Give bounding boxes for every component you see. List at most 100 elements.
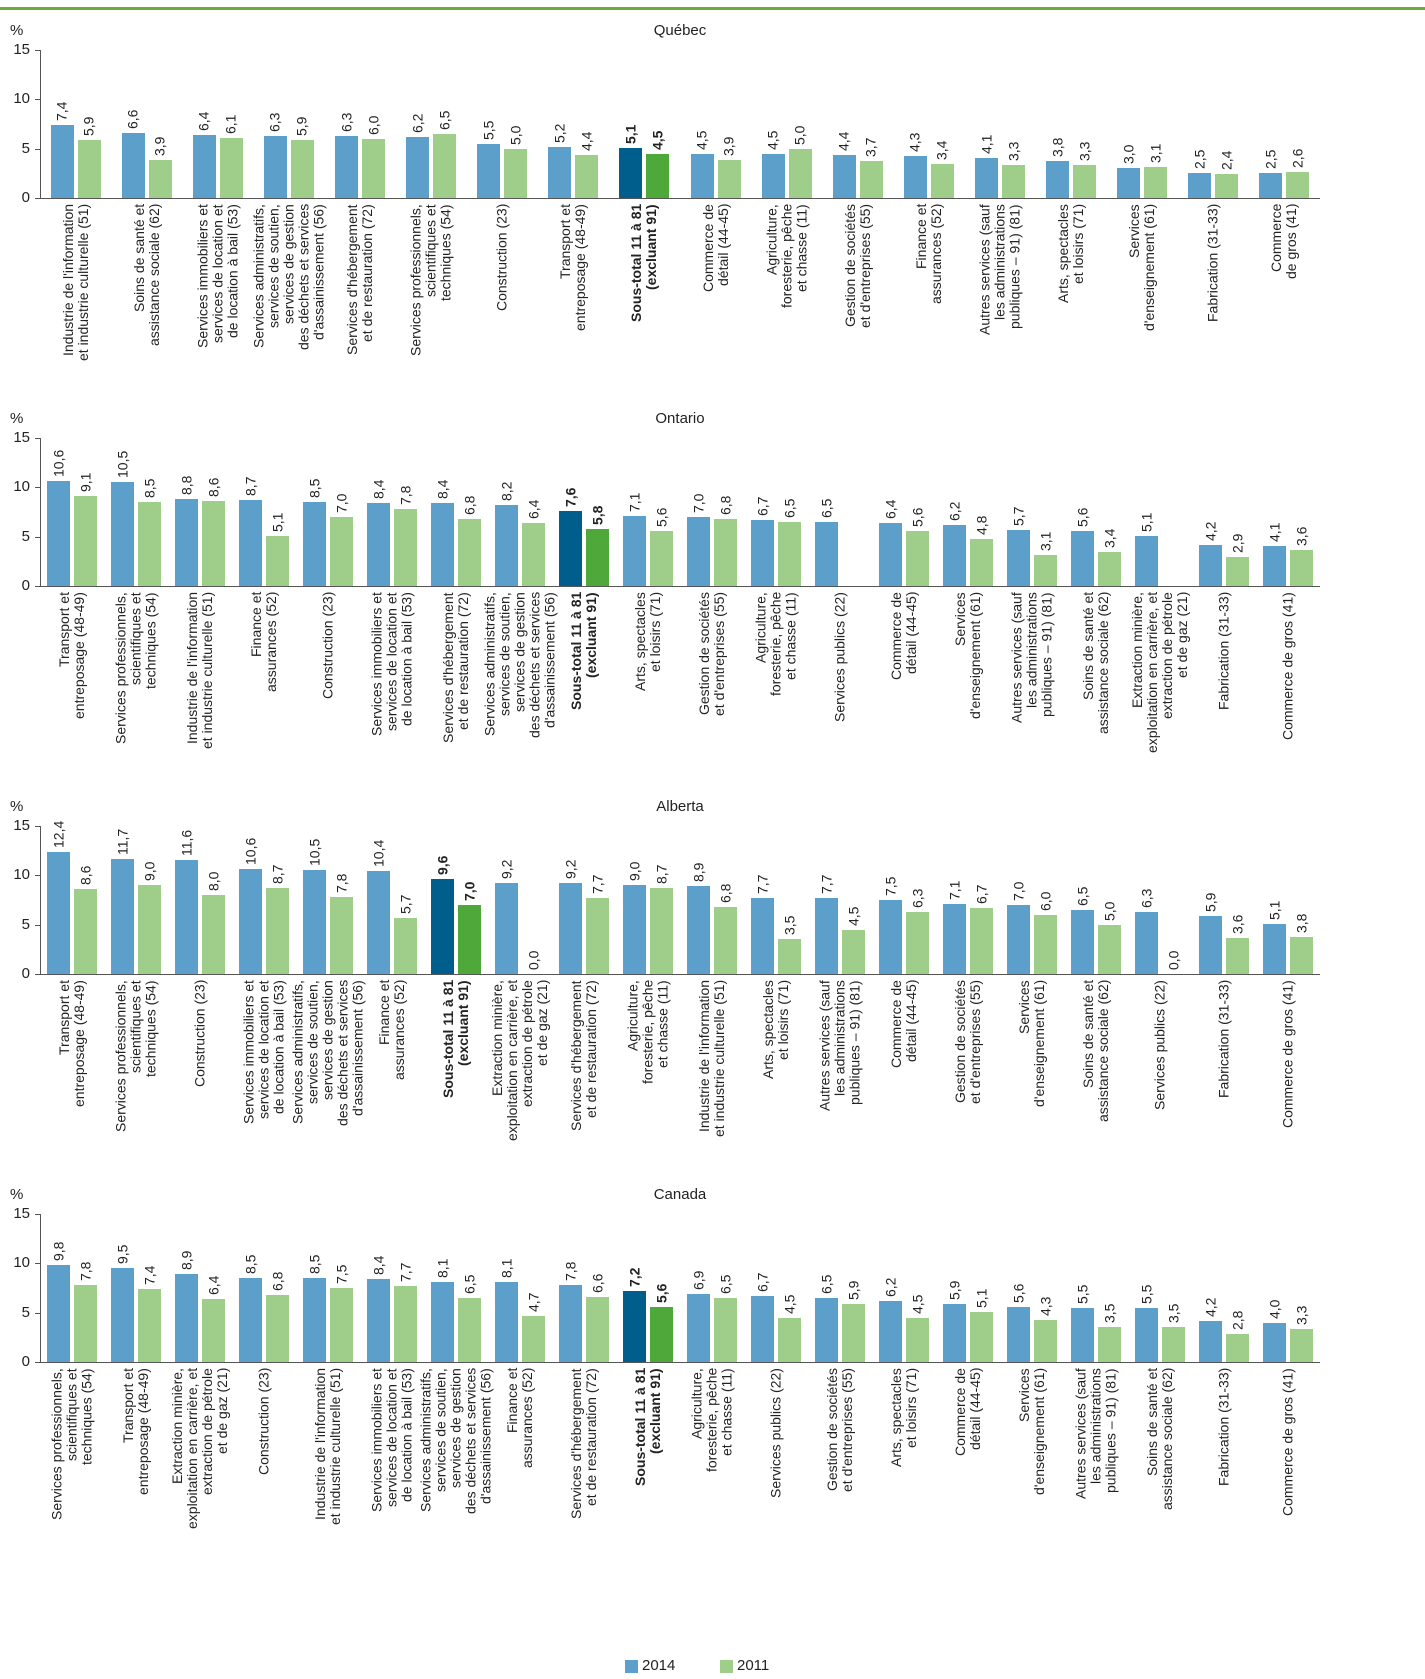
x-tick-label: Extraction minière, exploitation en carr… [1129,592,1190,754]
bar [303,870,326,974]
x-tick-label: Autres services (sauf les administration… [816,980,863,1111]
x-tick-label: Construction (23) [493,204,510,312]
x-tick-label: Autres services (sauf les administration… [1072,1368,1119,1499]
bar [1034,555,1057,586]
value-label: 9,0 [626,861,642,882]
value-label: 4,2 [1202,1297,1218,1317]
value-label: 6,2 [882,1277,898,1297]
value-label: 6,0 [365,115,381,135]
y-tick [35,974,40,975]
y-tick [35,924,40,926]
bar [879,900,902,974]
bar [330,897,353,974]
value-label: 7,4 [141,1265,157,1285]
value-label: 3,6 [1293,527,1309,547]
y-tick-label: 10 [13,90,30,108]
value-label: 9,2 [498,859,514,880]
bar [650,1306,673,1362]
value-label: 6,8 [461,495,477,515]
bar [815,898,838,974]
top-rule [0,7,1425,10]
value-label: 5,9 [845,1280,861,1300]
bar [111,482,134,586]
bar [1199,544,1222,586]
x-axis [40,198,1320,199]
x-tick-label: Commerce de gros (41) [1279,980,1296,1128]
value-label: 2,9 [1229,533,1245,554]
bar [778,521,801,586]
value-label: 5,6 [909,507,925,527]
value-label: 8,2 [498,481,514,502]
bar [879,522,902,586]
y-tick-label: 15 [13,429,30,446]
value-label: 5,8 [589,505,605,525]
value-label: 7,8 [397,485,413,506]
x-tick-label: Gestion de sociétés et d'entreprises (55… [841,204,873,329]
x-tick-label: Services professionnels, scientifiques e… [48,1368,95,1520]
value-label: 4,4 [835,131,852,151]
bar [650,888,673,974]
value-label: 4,7 [525,1292,541,1312]
value-label: 2,4 [1218,150,1235,171]
value-label: 4,1 [1266,522,1282,542]
bar [47,481,70,586]
y-tick [35,826,40,827]
bar [1226,938,1249,974]
bar [1007,1306,1030,1362]
value-label: 3,3 [1076,141,1093,162]
value-label: 6,2 [946,501,962,521]
bar [714,518,737,586]
x-tick-label: Industrie de l'information et industrie … [696,980,727,1138]
value-label: 10,4 [370,840,386,868]
value-label: 3,3 [1005,141,1021,162]
bar [367,871,390,974]
bar [943,524,966,586]
value-label: 3,9 [720,136,737,156]
value-label: 6,7 [973,884,989,904]
value-label: 5,9 [1202,892,1218,912]
value-label: 7,1 [626,492,642,512]
x-tick-label: Services professionnels, scientifiques e… [112,592,159,744]
bar [1071,1307,1094,1362]
value-label: 8,7 [653,864,669,885]
y-tick [35,50,40,51]
bar [751,519,774,586]
value-label: 6,3 [909,888,925,908]
value-label: 2,5 [1262,149,1279,170]
bar [47,1265,70,1362]
bar [1290,550,1313,586]
bar [906,1317,929,1362]
bar [1226,1334,1249,1362]
y-tick-label: 10 [13,866,30,884]
x-tick-label: Industrie de l'information et industrie … [59,204,91,362]
value-label: 6,5 [781,498,797,518]
bar [1263,923,1286,974]
legend-swatch [720,1660,733,1673]
bar [522,522,545,586]
value-label: 9,0 [141,861,157,882]
x-tick-label: Commerce de gros (41) [1279,1368,1296,1516]
value-label: 8,5 [141,478,157,499]
bar [458,904,481,974]
bar [362,138,385,198]
x-tick-label: Extraction minière, exploitation en carr… [489,980,550,1142]
bar [619,147,643,198]
value-label: 4,4 [578,131,595,151]
value-label: 5,6 [1074,507,1090,527]
value-label: 6,7 [754,1272,770,1292]
bar [1135,535,1158,586]
value-label: 8,6 [77,865,93,886]
bar [815,521,838,586]
bar [394,1286,417,1362]
x-axis [40,974,1320,975]
x-tick-label: Soins de santé et assistance sociale (62… [1144,1368,1175,1511]
x-tick-label: Construction (23) [191,980,208,1088]
bar [219,137,243,198]
bar [367,1279,390,1362]
y-tick-label: 0 [21,189,30,206]
bar [138,1288,161,1362]
bar [1071,909,1094,974]
bar [77,139,101,198]
value-label: 4,3 [1037,1296,1053,1316]
bar [761,153,785,198]
